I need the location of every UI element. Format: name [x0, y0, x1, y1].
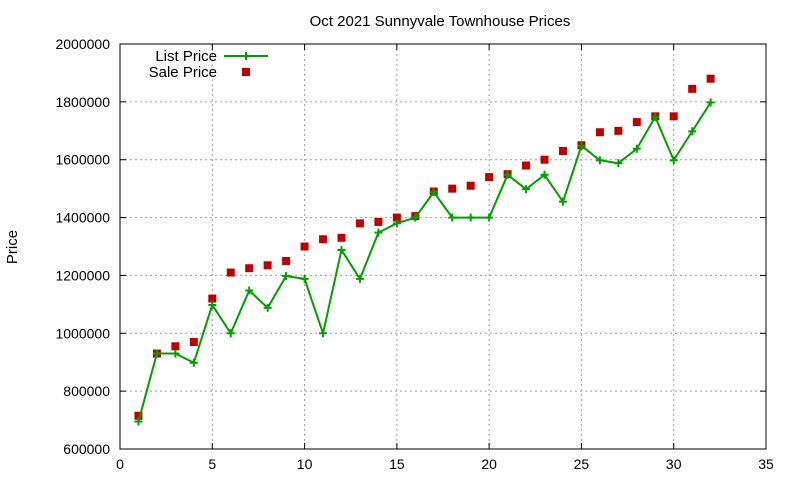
list-price-point: [355, 274, 364, 283]
list-price-point: [577, 141, 586, 150]
sale-price-point: [485, 173, 494, 182]
x-tick-label: 5: [208, 456, 216, 472]
sale-price-point: [448, 184, 457, 193]
list-price-point: [245, 286, 254, 295]
sale-price-point: [337, 233, 346, 242]
y-tick-label: 2000000: [55, 36, 110, 52]
list-price-point: [392, 219, 401, 228]
sale-price-point: [706, 74, 715, 83]
list-price-point: [282, 272, 291, 281]
list-price-point: [485, 213, 494, 222]
list-price-point: [558, 197, 567, 206]
list-price-point: [688, 127, 697, 136]
sale-price-point: [355, 219, 364, 228]
sale-price-point: [189, 337, 198, 346]
list-price-point: [208, 300, 217, 309]
list-price-point: [226, 329, 235, 338]
list-price-point: [595, 156, 604, 165]
sale-price-point: [614, 126, 623, 135]
x-tick-label: 15: [389, 456, 405, 472]
legend-label-list-price: List Price: [155, 48, 217, 65]
list-price-point: [448, 213, 457, 222]
list-price-point: [300, 274, 309, 283]
legend-label-sale-price: Sale Price: [149, 64, 217, 81]
list-price-line: [137, 101, 712, 422]
list-price-point: [152, 349, 161, 358]
sale-price-point: [540, 155, 549, 164]
list-price-point: [263, 303, 272, 312]
sale-price-point: [669, 112, 678, 121]
x-tick-label: 35: [758, 456, 774, 472]
sale-price-point: [595, 128, 604, 137]
sale-price-point: [300, 242, 309, 251]
list-price-point: [540, 170, 549, 179]
y-tick-label: 1000000: [55, 325, 110, 341]
list-price-point: [651, 112, 660, 121]
list-price-point: [466, 213, 475, 222]
y-tick-label: 1200000: [55, 267, 110, 283]
list-price-point: [374, 228, 383, 237]
x-tick-label: 30: [666, 456, 682, 472]
plot-area: [134, 74, 715, 426]
list-price-point: [411, 213, 420, 222]
sale-price-point: [522, 161, 531, 170]
sale-price-point: [558, 147, 567, 156]
sale-price-point: [171, 342, 180, 351]
sale-price-point: [245, 264, 254, 273]
list-price-point: [706, 98, 715, 107]
list-price-point: [189, 358, 198, 367]
list-price-point: [134, 417, 143, 426]
axis-ticks: [119, 43, 767, 450]
list-price-point: [614, 159, 623, 168]
sale-price-point: [466, 181, 475, 190]
sale-price-point: [226, 268, 235, 277]
sale-price-point: [374, 217, 383, 226]
chart-title: Oct 2021 Sunnyvale Townhouse Prices: [310, 13, 571, 30]
y-axis-label: Price: [4, 230, 21, 264]
list-price-point: [522, 185, 531, 194]
sale-price-point: [688, 84, 697, 93]
x-tick-label: 10: [297, 456, 313, 472]
y-tick-label: 600000: [63, 441, 110, 457]
sale-price-point: [282, 256, 291, 265]
list-price-point: [337, 245, 346, 254]
plot-frame: [119, 43, 767, 450]
y-tick-label: 1600000: [55, 152, 110, 168]
list-price-point: [503, 170, 512, 179]
sale-price-point: [632, 118, 641, 127]
list-price-point: [319, 329, 328, 338]
sale-price-point: [319, 235, 328, 244]
sale-price-point: [392, 213, 401, 222]
y-tick-label: 800000: [63, 383, 110, 399]
list-price-point: [429, 188, 438, 197]
sale-price-point: [263, 261, 272, 270]
grid: [120, 44, 766, 449]
list-price-point: [669, 156, 678, 165]
x-tick-label: 25: [574, 456, 590, 472]
tick-labels: 0 5 10 15 20 25 30 35 600000 800000 1000000 1200000…: [55, 36, 774, 472]
y-tick-label: 1400000: [55, 210, 110, 226]
x-tick-label: 0: [116, 456, 124, 472]
sale-price-point: [208, 294, 217, 303]
sale-price-point: [134, 411, 143, 420]
legend-swatch-sale-price: [242, 68, 250, 76]
list-price-point: [632, 144, 641, 153]
y-tick-label: 1800000: [55, 94, 110, 110]
x-tick-label: 20: [481, 456, 497, 472]
list-price-point: [171, 349, 180, 358]
